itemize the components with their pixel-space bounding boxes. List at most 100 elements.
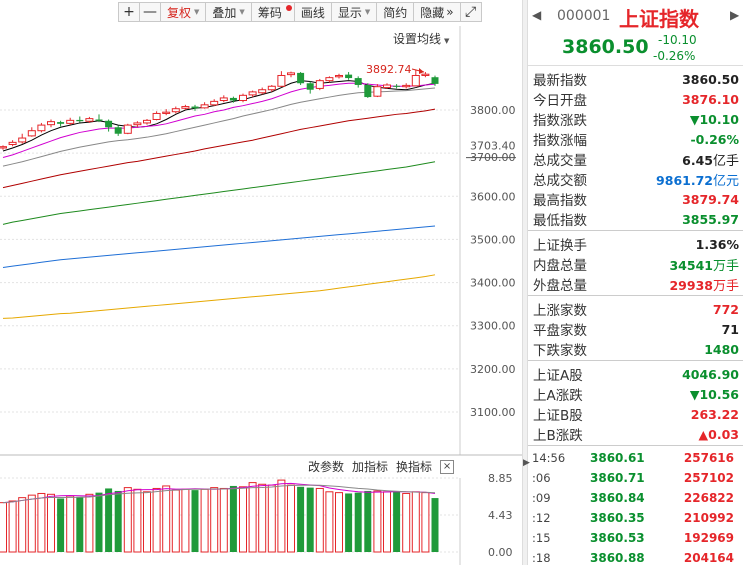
volume-bar	[345, 493, 353, 552]
price-axis-label: 3200.00	[470, 363, 516, 376]
simple-mode-button[interactable]: 简约	[376, 2, 415, 22]
collapse-arrow-icon[interactable]: ▶	[523, 458, 530, 468]
panel-splitter[interactable]: ▶	[522, 0, 530, 565]
stat-label: 内盘总量	[533, 258, 587, 274]
volume-bar	[181, 488, 190, 553]
change-params-button[interactable]: 改参数	[308, 460, 345, 474]
tick-time: :06	[532, 471, 551, 485]
candle-body	[66, 119, 75, 124]
stat-label: 上涨家数	[533, 303, 587, 319]
tick-list[interactable]: 14:56 3860.61 257616:06 3860.71 257102:09 386…	[528, 446, 743, 565]
candle-body	[18, 137, 27, 143]
candle-body	[393, 85, 401, 87]
price-axis-label: 3700.00	[470, 151, 516, 164]
candle-body	[325, 77, 334, 82]
volume-axis-label: 4.43	[488, 509, 513, 522]
tick-volume: 257616	[683, 451, 734, 465]
volume-ma10-line	[2, 484, 436, 504]
candle-body	[335, 74, 343, 78]
stat-label: 平盘家数	[533, 323, 587, 339]
volume-bar	[219, 487, 228, 553]
tick-volume: 204164	[683, 551, 734, 565]
tick-row: :06 3860.71 257102	[528, 468, 743, 488]
volume-bar	[411, 491, 420, 553]
stat-value: ▼10.10	[689, 111, 739, 127]
candle-body	[95, 119, 103, 121]
volume-bar	[229, 485, 237, 552]
stat-label: 上证B股	[533, 408, 583, 424]
candle-body	[421, 73, 430, 76]
volume-bar	[239, 486, 247, 553]
volume-bar	[18, 497, 27, 553]
zoom-in-button[interactable]: +	[118, 2, 140, 22]
stat-value: 3879.74	[682, 191, 739, 207]
stat-row: 下跌家数 1480	[528, 339, 743, 360]
price-axis-label: 3100.00	[470, 406, 516, 419]
candle-body	[287, 72, 295, 76]
expand-icon[interactable]: ⤢	[459, 2, 482, 22]
stat-row: 今日开盘 3876.10	[528, 89, 743, 110]
draw-line-label: 画线	[300, 5, 325, 20]
stat-label: 最高指数	[533, 193, 587, 209]
tick-volume: 257102	[683, 471, 734, 485]
close-icon[interactable]: ×	[440, 459, 455, 474]
zoom-out-button[interactable]: —	[139, 2, 161, 22]
volume-bar	[325, 491, 334, 553]
volume-bar	[277, 479, 286, 553]
candle-body	[219, 97, 228, 102]
volume-bar	[200, 488, 209, 553]
stat-row: 总成交额 9861.72亿元	[528, 169, 743, 190]
price-axis-label: 3800.00	[470, 104, 516, 117]
stat-label: 外盘总量	[533, 278, 587, 294]
ma-setting-dropdown[interactable]: 设置均线 ▼	[393, 30, 449, 47]
overlay-dropdown[interactable]: 叠加 ▼	[205, 2, 252, 22]
stat-row: 上证B股 263.22	[528, 404, 743, 425]
stat-row: 最新指数 3860.50	[528, 69, 743, 90]
stat-value: 3855.97	[682, 211, 739, 227]
stock-code: 000001	[557, 8, 611, 24]
candle-body	[306, 83, 314, 90]
candle-body	[200, 104, 209, 109]
adjust-rights-dropdown[interactable]: 复权 ▼	[160, 2, 207, 22]
volume-bar	[95, 492, 103, 552]
volume-bar	[248, 482, 257, 553]
add-indicator-button[interactable]: 加指标	[352, 460, 389, 474]
stat-value-group: 3855.97	[682, 212, 739, 227]
display-dropdown[interactable]: 显示 ▼	[330, 2, 378, 22]
stat-row: 上证换手 1.36%	[528, 234, 743, 255]
candle-body	[57, 122, 65, 124]
stat-value-group: 3860.50	[682, 72, 739, 87]
next-stock-icon[interactable]: ▶	[730, 8, 740, 22]
peak-annotation: 3892.74	[366, 63, 412, 76]
volume-bar	[287, 484, 295, 553]
stat-value-group: 29938万手	[669, 275, 739, 294]
volume-bar	[421, 492, 430, 553]
volume-bar	[373, 490, 382, 553]
volume-bar	[57, 498, 65, 552]
stats-section: 上证换手 1.36% 内盘总量 34541万手 外盘总量 29938万手	[528, 231, 743, 296]
candle-body	[181, 106, 190, 109]
stat-value-group: ▼10.56	[690, 387, 739, 402]
stat-unit: 万手	[712, 258, 739, 274]
switch-indicator-button[interactable]: 换指标	[396, 460, 433, 474]
ma250-line	[2, 274, 436, 319]
stat-value-group: 9861.72亿元	[656, 170, 739, 189]
hide-button[interactable]: 隐藏»	[413, 2, 461, 22]
prev-stock-icon[interactable]: ◀	[532, 8, 542, 22]
candle-body	[47, 121, 55, 126]
tick-time: :09	[532, 491, 551, 505]
price-axis-label: 3300.00	[470, 320, 516, 333]
volume-bar	[37, 492, 46, 553]
kline-chart-area[interactable]: 8.85 4.43 0.00 3800.00 3703.40 3700.00 3600.0…	[0, 0, 522, 565]
chips-button[interactable]: 筹码	[250, 2, 295, 22]
volume-bar	[335, 492, 343, 553]
volume-bar	[210, 487, 219, 553]
stat-value: 6.45	[682, 152, 713, 168]
stat-row: 平盘家数 71	[528, 319, 743, 340]
volume-bar	[364, 490, 372, 552]
chips-label: 筹码	[257, 5, 282, 20]
stats-section: 上涨家数 772 平盘家数 71 下跌家数 1480	[528, 296, 743, 361]
stat-value: 772	[712, 301, 739, 317]
draw-line-button[interactable]: 画线	[293, 2, 332, 22]
